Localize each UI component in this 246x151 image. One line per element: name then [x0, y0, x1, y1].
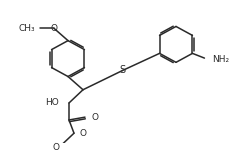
Text: O: O	[50, 24, 58, 33]
Text: O: O	[52, 143, 60, 151]
Text: O: O	[92, 113, 99, 122]
Text: O: O	[80, 129, 87, 138]
Text: CH₃: CH₃	[18, 24, 35, 33]
Text: HO: HO	[45, 98, 59, 108]
Text: NH₂: NH₂	[213, 55, 230, 64]
Text: S: S	[119, 65, 125, 75]
